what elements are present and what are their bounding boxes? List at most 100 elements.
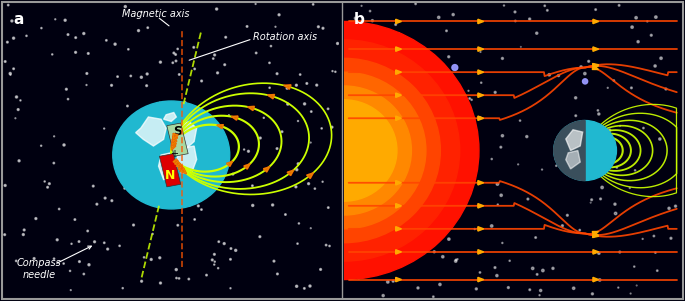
- Point: [654, 137, 665, 141]
- Point: [532, 31, 543, 36]
- Polygon shape: [172, 142, 176, 148]
- Point: [271, 71, 282, 76]
- Point: [610, 202, 621, 206]
- Point: [117, 286, 128, 290]
- Point: [6, 19, 17, 23]
- Point: [211, 7, 222, 11]
- Point: [238, 147, 249, 152]
- Polygon shape: [593, 47, 599, 51]
- Point: [593, 251, 604, 256]
- Point: [60, 18, 71, 23]
- Point: [490, 90, 501, 95]
- Point: [475, 115, 486, 120]
- Point: [0, 232, 10, 237]
- Point: [36, 143, 47, 148]
- Point: [213, 239, 224, 244]
- Point: [11, 259, 22, 263]
- Point: [170, 52, 181, 57]
- Point: [503, 285, 514, 290]
- Point: [219, 62, 230, 67]
- Point: [62, 32, 73, 37]
- Point: [84, 262, 95, 267]
- Point: [124, 138, 135, 142]
- Point: [184, 277, 195, 281]
- Point: [49, 256, 60, 261]
- Point: [631, 15, 642, 20]
- Point: [586, 197, 597, 202]
- Polygon shape: [173, 133, 178, 140]
- Point: [327, 69, 338, 73]
- Point: [388, 279, 399, 284]
- Polygon shape: [172, 142, 176, 148]
- Point: [169, 161, 180, 166]
- Point: [448, 12, 459, 17]
- Point: [301, 81, 312, 86]
- Point: [62, 97, 73, 101]
- Point: [497, 133, 508, 138]
- Point: [132, 153, 142, 157]
- Point: [270, 24, 281, 29]
- Point: [364, 108, 375, 113]
- Point: [242, 24, 253, 29]
- Point: [50, 17, 61, 22]
- Point: [521, 134, 532, 139]
- Point: [264, 61, 275, 65]
- Point: [444, 157, 455, 161]
- Point: [431, 87, 442, 92]
- Point: [293, 221, 304, 226]
- Point: [610, 211, 621, 216]
- Point: [225, 257, 236, 262]
- Point: [169, 51, 179, 55]
- Point: [551, 163, 562, 168]
- Polygon shape: [173, 159, 179, 164]
- Point: [602, 85, 613, 90]
- Point: [630, 168, 640, 173]
- Point: [593, 155, 604, 160]
- Point: [638, 126, 649, 130]
- Point: [429, 61, 440, 66]
- Point: [660, 87, 671, 92]
- Point: [510, 10, 521, 14]
- Point: [317, 26, 328, 31]
- Point: [193, 203, 204, 208]
- Point: [432, 108, 443, 113]
- Point: [78, 272, 89, 276]
- Point: [311, 83, 322, 88]
- Polygon shape: [227, 161, 233, 166]
- Point: [437, 254, 448, 259]
- Point: [190, 164, 201, 169]
- Point: [652, 268, 663, 273]
- Point: [421, 160, 432, 165]
- Point: [656, 56, 667, 61]
- Point: [361, 117, 372, 122]
- Polygon shape: [176, 146, 197, 173]
- Point: [532, 272, 543, 277]
- Polygon shape: [307, 173, 313, 178]
- Point: [196, 184, 207, 189]
- Point: [401, 258, 412, 262]
- Polygon shape: [263, 167, 270, 172]
- Polygon shape: [478, 277, 484, 282]
- Point: [353, 276, 364, 281]
- Point: [649, 64, 660, 68]
- Point: [386, 129, 397, 134]
- Point: [171, 276, 182, 281]
- Polygon shape: [268, 95, 275, 99]
- Point: [164, 199, 175, 204]
- Point: [10, 116, 21, 121]
- Point: [58, 143, 69, 147]
- Point: [631, 283, 642, 288]
- Polygon shape: [593, 19, 599, 24]
- Polygon shape: [180, 168, 186, 174]
- Point: [536, 167, 547, 172]
- Polygon shape: [173, 136, 177, 142]
- Point: [225, 286, 236, 291]
- Point: [201, 273, 212, 278]
- Point: [74, 259, 85, 264]
- Point: [642, 19, 653, 24]
- Point: [5, 71, 16, 76]
- Polygon shape: [244, 164, 250, 169]
- Polygon shape: [396, 250, 401, 254]
- Point: [580, 71, 590, 76]
- Polygon shape: [164, 113, 176, 121]
